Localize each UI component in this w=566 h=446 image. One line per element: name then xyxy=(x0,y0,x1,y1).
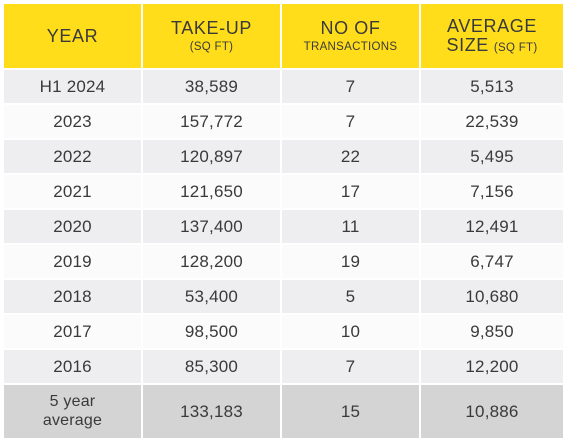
cell-average-size: 7,156 xyxy=(421,175,563,208)
cell-transactions: 5 xyxy=(282,280,419,313)
cell-takeup: 157,772 xyxy=(143,105,280,138)
cell-average-takeup: 133,183 xyxy=(143,385,280,438)
cell-average-size: 12,200 xyxy=(421,350,563,383)
cell-year: 2022 xyxy=(4,140,141,173)
cell-average-transactions: 15 xyxy=(282,385,419,438)
cell-takeup: 128,200 xyxy=(143,245,280,278)
header-average-size-line: SIZE (SQ FT) xyxy=(447,36,538,55)
cell-takeup: 120,897 xyxy=(143,140,280,173)
cell-average-label: 5 year average xyxy=(4,385,141,438)
table-row: 2016 85,300 7 12,200 xyxy=(0,350,566,383)
cell-transactions: 7 xyxy=(282,70,419,103)
cell-average-size: 22,539 xyxy=(421,105,563,138)
cell-takeup: 121,650 xyxy=(143,175,280,208)
average-label-line-1: 5 year xyxy=(49,393,96,411)
cell-year: 2020 xyxy=(4,210,141,243)
cell-takeup: 98,500 xyxy=(143,315,280,348)
header-takeup: TAKE-UP (SQ FT) xyxy=(143,4,280,68)
header-takeup-label: TAKE-UP xyxy=(171,18,252,39)
table-row: 2018 53,400 5 10,680 xyxy=(0,280,566,313)
cell-transactions: 17 xyxy=(282,175,419,208)
cell-takeup: 137,400 xyxy=(143,210,280,243)
table-row: 2017 98,500 10 9,850 xyxy=(0,315,566,348)
cell-average-size: 6,747 xyxy=(421,245,563,278)
header-transactions: NO OF TRANSACTIONS xyxy=(282,4,419,68)
cell-average-size: 12,491 xyxy=(421,210,563,243)
cell-average-size: 5,495 xyxy=(421,140,563,173)
table-row: 2021 121,650 17 7,156 xyxy=(0,175,566,208)
table-row: 2023 157,772 7 22,539 xyxy=(0,105,566,138)
cell-takeup: 85,300 xyxy=(143,350,280,383)
cell-transactions: 7 xyxy=(282,105,419,138)
table-row: 2019 128,200 19 6,747 xyxy=(0,245,566,278)
header-takeup-unit: (SQ FT) xyxy=(189,40,234,53)
cell-transactions: 19 xyxy=(282,245,419,278)
cell-average-size: 5,513 xyxy=(421,70,563,103)
cell-average-size: 10,886 xyxy=(421,385,563,438)
cell-takeup: 53,400 xyxy=(143,280,280,313)
cell-year: 2018 xyxy=(4,280,141,313)
header-average-size-word: SIZE xyxy=(446,35,489,55)
cell-average-size: 10,680 xyxy=(421,280,563,313)
cell-year: H1 2024 xyxy=(4,70,141,103)
average-label-line-2: average xyxy=(42,411,103,429)
cell-transactions: 10 xyxy=(282,315,419,348)
table-header-row: YEAR TAKE-UP (SQ FT) NO OF TRANSACTIONS … xyxy=(0,4,566,68)
header-average-top: AVERAGE xyxy=(447,16,537,37)
header-year: YEAR xyxy=(4,4,141,68)
header-average-size-unit: (SQ FT) xyxy=(493,42,538,54)
table-row: 2022 120,897 22 5,495 xyxy=(0,140,566,173)
cell-takeup: 38,589 xyxy=(143,70,280,103)
header-transactions-bottom: TRANSACTIONS xyxy=(303,40,398,53)
header-transactions-top: NO OF xyxy=(320,18,381,39)
cell-transactions: 22 xyxy=(282,140,419,173)
header-average-size: AVERAGE SIZE (SQ FT) xyxy=(421,4,563,68)
table-row: H1 2024 38,589 7 5,513 xyxy=(0,70,566,103)
cell-average-size: 9,850 xyxy=(421,315,563,348)
cell-year: 2021 xyxy=(4,175,141,208)
table-row: 2020 137,400 11 12,491 xyxy=(0,210,566,243)
header-year-label: YEAR xyxy=(46,25,99,46)
cell-year: 2016 xyxy=(4,350,141,383)
cell-year: 2023 xyxy=(4,105,141,138)
average-row: 5 year average 133,183 15 10,886 xyxy=(0,385,566,438)
cell-year: 2017 xyxy=(4,315,141,348)
cell-transactions: 11 xyxy=(282,210,419,243)
cell-transactions: 7 xyxy=(282,350,419,383)
cell-year: 2019 xyxy=(4,245,141,278)
